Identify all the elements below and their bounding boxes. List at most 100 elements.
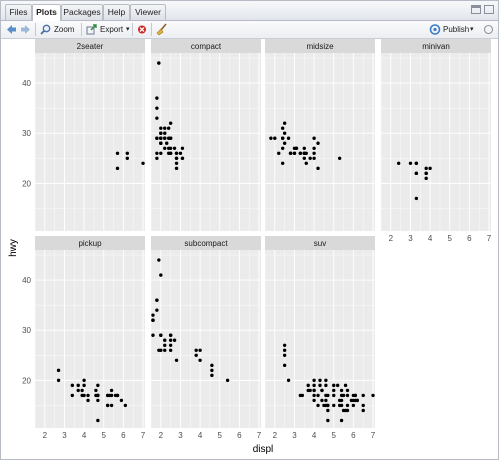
data-point bbox=[282, 348, 287, 352]
data-point bbox=[168, 151, 173, 155]
data-point bbox=[345, 388, 350, 393]
x-tick-label: 7 bbox=[371, 431, 376, 440]
data-point bbox=[326, 393, 330, 398]
publish-icon bbox=[429, 24, 441, 35]
data-point bbox=[155, 116, 159, 120]
data-point bbox=[159, 273, 163, 277]
data-point bbox=[163, 126, 167, 130]
data-point bbox=[155, 106, 159, 110]
data-point bbox=[304, 161, 308, 166]
data-point bbox=[155, 96, 159, 100]
data-point bbox=[332, 383, 336, 388]
refresh-icon[interactable] bbox=[483, 23, 494, 36]
x-tick-label: 3 bbox=[408, 234, 413, 243]
data-point bbox=[308, 156, 312, 160]
publish-label: Publish bbox=[443, 25, 470, 34]
data-point bbox=[302, 146, 306, 150]
y-tick-label: 30 bbox=[22, 129, 31, 138]
data-point bbox=[269, 136, 273, 140]
tab-help[interactable]: Help bbox=[103, 4, 130, 20]
data-point bbox=[163, 136, 167, 140]
data-point bbox=[82, 378, 86, 383]
data-point bbox=[194, 353, 198, 357]
x-tick-label: 6 bbox=[237, 431, 242, 440]
data-point bbox=[109, 388, 114, 393]
x-tick-label: 4 bbox=[428, 234, 433, 243]
data-point bbox=[94, 393, 98, 398]
data-point bbox=[163, 348, 167, 352]
facet-strip bbox=[265, 236, 375, 250]
back-arrow-icon[interactable] bbox=[6, 23, 17, 36]
tab-viewer[interactable]: Viewer bbox=[130, 4, 166, 20]
data-point bbox=[343, 383, 348, 388]
data-point bbox=[277, 151, 281, 155]
data-point bbox=[324, 383, 328, 388]
data-point bbox=[351, 398, 356, 403]
data-point bbox=[414, 196, 419, 201]
data-point bbox=[194, 348, 198, 352]
tab-files[interactable]: Files bbox=[5, 4, 32, 20]
data-point bbox=[322, 403, 326, 408]
data-point bbox=[408, 161, 413, 166]
maximize-pane-icon[interactable] bbox=[484, 5, 494, 14]
data-point bbox=[157, 61, 161, 65]
data-point bbox=[339, 388, 344, 393]
data-point bbox=[180, 146, 185, 150]
toolbar-separator bbox=[132, 23, 133, 36]
data-point bbox=[414, 171, 419, 176]
data-point bbox=[159, 141, 163, 145]
data-point bbox=[125, 156, 130, 160]
data-point bbox=[332, 393, 336, 398]
data-point bbox=[76, 383, 80, 388]
data-point bbox=[424, 166, 428, 171]
data-point bbox=[312, 398, 316, 403]
data-point bbox=[312, 151, 316, 155]
x-tick-label: 6 bbox=[121, 431, 126, 440]
data-point bbox=[280, 126, 285, 130]
export-icon bbox=[86, 24, 97, 35]
x-tick-label: 7 bbox=[141, 431, 146, 440]
broom-icon[interactable] bbox=[156, 23, 168, 36]
publish-button[interactable]: Publish ▾ bbox=[429, 23, 475, 36]
data-point bbox=[337, 403, 342, 408]
data-point bbox=[80, 388, 84, 393]
x-tick-label: 3 bbox=[178, 431, 183, 440]
data-point bbox=[308, 388, 312, 393]
facet-scatter-plot: hwy displ 2seater 20 30 40 compact midsize min… bbox=[8, 39, 492, 455]
data-point bbox=[424, 176, 428, 181]
data-point bbox=[210, 373, 214, 378]
data-point bbox=[96, 418, 100, 423]
data-point bbox=[166, 126, 171, 130]
facet-strip-label: midsize bbox=[306, 42, 334, 51]
facet-panel bbox=[35, 250, 145, 428]
tab-packages[interactable]: Packages bbox=[61, 4, 103, 20]
data-point bbox=[163, 338, 167, 342]
tab-plots[interactable]: Plots bbox=[32, 4, 61, 21]
data-point bbox=[123, 403, 128, 408]
forward-arrow-icon[interactable] bbox=[20, 23, 31, 36]
data-point bbox=[168, 121, 173, 125]
data-point bbox=[355, 398, 360, 403]
remove-plot-icon[interactable] bbox=[137, 23, 147, 36]
data-point bbox=[282, 353, 287, 357]
data-point bbox=[163, 343, 167, 347]
zoom-button[interactable]: Zoom bbox=[40, 23, 80, 36]
facet-strip-label: minivan bbox=[422, 42, 450, 51]
data-point bbox=[353, 393, 358, 398]
data-point bbox=[96, 398, 100, 403]
data-point bbox=[316, 393, 320, 398]
chevron-down-icon: ▾ bbox=[126, 26, 130, 33]
data-point bbox=[198, 348, 202, 352]
data-point bbox=[155, 308, 159, 312]
data-point bbox=[335, 383, 340, 388]
data-point bbox=[178, 151, 183, 155]
export-button[interactable]: Export ▾ bbox=[86, 23, 134, 36]
data-point bbox=[168, 146, 173, 150]
minimize-pane-icon[interactable] bbox=[471, 5, 481, 14]
data-point bbox=[306, 383, 310, 388]
data-point bbox=[345, 403, 350, 408]
data-point bbox=[286, 378, 291, 383]
data-point bbox=[320, 388, 324, 393]
data-point bbox=[151, 318, 155, 322]
y-tick-label: 20 bbox=[22, 179, 31, 188]
